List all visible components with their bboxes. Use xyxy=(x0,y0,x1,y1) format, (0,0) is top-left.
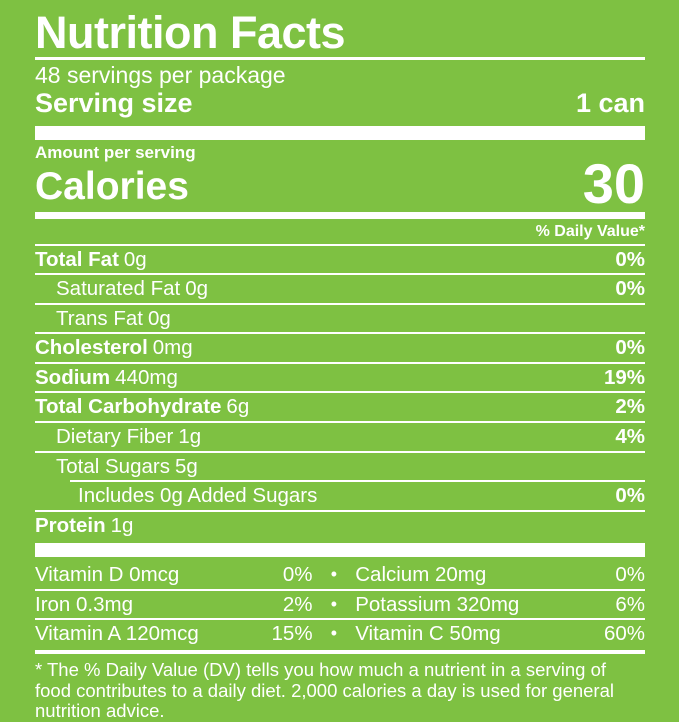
section-divider-bar xyxy=(35,125,645,140)
calories-value: 30 xyxy=(582,151,645,215)
micronutrient-dv: 15% xyxy=(271,622,313,646)
nutrient-dv: 4% xyxy=(615,425,645,448)
bullet-icon: • xyxy=(330,593,338,614)
nutrition-facts-title: Nutrition Facts xyxy=(35,10,645,60)
nutrient-amount: 0g xyxy=(123,247,147,271)
micronutrient-label: Vitamin C 50mg xyxy=(355,622,501,646)
nutrient-name: Total Sugars xyxy=(56,454,170,478)
calories-divider-bar xyxy=(35,212,645,220)
nutrient-row-total-carbohydrate: Total Carbohydrate 6g 2% xyxy=(35,391,645,421)
nutrient-name: Protein xyxy=(35,513,106,537)
micronutrient-dv: 0% xyxy=(282,563,313,587)
nutrient-amount: 0g xyxy=(185,277,209,301)
nutrient-row-saturated-fat: Saturated Fat 0g 0% xyxy=(35,273,645,303)
servings-per-package: 48 servings per package xyxy=(35,62,286,88)
nutrient-dv: 0% xyxy=(615,277,645,301)
nutrient-amount: 1g xyxy=(110,513,134,537)
micronutrient-dv: 6% xyxy=(615,592,645,616)
nutrient-name: Sodium xyxy=(35,365,111,389)
footnote-divider xyxy=(35,649,645,654)
micronutrient-label: Vitamin D 0mcg xyxy=(35,563,180,587)
nutrient-amount: 0g xyxy=(147,306,171,330)
micronutrient-dv: 60% xyxy=(603,622,645,646)
micronutrient-label: Calcium 20mg xyxy=(355,563,487,587)
nutrient-amount: 0mg xyxy=(152,336,193,360)
micronutrient-label: Vitamin A 120mcg xyxy=(35,622,199,646)
nutrient-amount: 6g xyxy=(226,395,250,419)
daily-value-header: % Daily Value* xyxy=(535,223,645,241)
calories-label: Calories xyxy=(35,165,189,209)
bullet-icon: • xyxy=(330,564,338,585)
nutrient-dv: 0% xyxy=(615,336,645,360)
nutrient-name: Cholesterol xyxy=(35,336,148,360)
nutrient-name: Includes 0g Added Sugars xyxy=(78,484,318,508)
nutrient-name: Total Carbohydrate xyxy=(35,395,222,419)
section-divider-bar xyxy=(35,543,645,558)
nutrient-dv: 19% xyxy=(603,365,645,389)
micronutrient-label: Iron 0.3mg xyxy=(35,592,133,616)
nutrient-name: Saturated Fat xyxy=(56,277,181,301)
nutrient-row-cholesterol: Cholesterol 0mg 0% xyxy=(35,332,645,362)
nutrient-row-dietary-fiber: Dietary Fiber 1g 4% xyxy=(35,421,645,451)
nutrient-row-trans-fat: Trans Fat 0g xyxy=(35,302,645,333)
nutrient-row-added-sugars: Includes 0g Added Sugars 0% xyxy=(35,482,645,510)
serving-size-label: Serving size xyxy=(35,88,193,119)
nutrient-row-total-fat: Total Fat 0g 0% xyxy=(35,243,645,274)
calories-row: Calories 30 xyxy=(35,151,645,215)
nutrient-amount: 440mg xyxy=(115,365,178,389)
micronutrient-dv: 0% xyxy=(615,563,645,587)
inset-divider xyxy=(70,480,645,483)
serving-size-row: Serving size 1 can xyxy=(35,88,645,119)
nutrient-row-total-sugars: Total Sugars 5g xyxy=(35,450,645,481)
daily-value-footnote: * The % Daily Value (DV) tells you how m… xyxy=(35,658,614,722)
micronutrient-row: Iron 0.3mg 2% • Potassium 320mg 6% xyxy=(35,588,645,619)
nutrient-row-protein: Protein 1g xyxy=(35,509,645,540)
micronutrient-row: Vitamin A 120mcg 15% • Vitamin C 50mg 60… xyxy=(35,618,645,648)
nutrient-dv: 0% xyxy=(615,484,645,508)
nutrient-dv: 2% xyxy=(615,395,645,419)
nutrient-name: Total Fat xyxy=(35,247,119,271)
amount-per-serving-label: Amount per serving xyxy=(35,142,196,162)
nutrient-name: Trans Fat xyxy=(56,306,143,330)
serving-size-value: 1 can xyxy=(575,88,645,119)
nutrient-dv: 0% xyxy=(615,247,645,271)
nutrient-name: Dietary Fiber xyxy=(56,425,174,448)
nutrient-row-sodium: Sodium 440mg 19% xyxy=(35,361,645,392)
micronutrient-dv: 2% xyxy=(282,592,313,616)
micronutrient-row: Vitamin D 0mcg 0% • Calcium 20mg 0% xyxy=(35,561,645,589)
bullet-icon: • xyxy=(330,623,338,644)
nutrient-amount: 1g xyxy=(178,425,202,448)
nutrient-amount: 5g xyxy=(174,454,198,478)
micronutrient-label: Potassium 320mg xyxy=(355,592,520,616)
